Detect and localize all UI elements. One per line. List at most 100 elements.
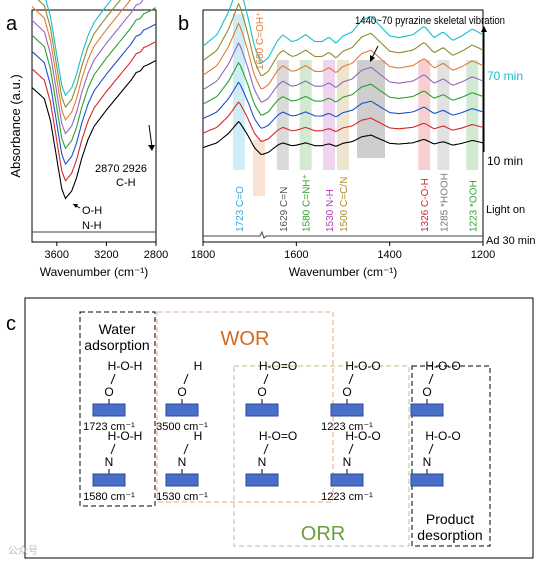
series-line-a-1 bbox=[31, 41, 157, 182]
molecule-caption: 1223 cm⁻¹ bbox=[321, 421, 373, 433]
molecule-m1: H-O-H O 1723 cm⁻¹ bbox=[83, 359, 142, 433]
peak-band-1440 bbox=[357, 60, 385, 158]
peak-labels: 1723 C=O 1680 C=OH⁺ 1629 C=N 1580 C=NH⁺ 1530… bbox=[235, 12, 505, 232]
bond bbox=[183, 443, 189, 455]
time-arrowhead bbox=[481, 26, 487, 32]
title-product: Product bbox=[426, 511, 474, 527]
molecule-atom: N bbox=[423, 455, 432, 469]
title-wor: WOR bbox=[221, 328, 270, 350]
bond bbox=[428, 373, 434, 385]
catalyst-block bbox=[330, 473, 364, 487]
title-adsorption: adsorption bbox=[84, 337, 149, 353]
molecule-atom: O bbox=[422, 385, 431, 399]
annotation-ch: C-H bbox=[116, 177, 136, 189]
molecule-m10: H-O-O N bbox=[410, 429, 461, 487]
peak-bands bbox=[232, 14, 479, 196]
series-line-b-4 bbox=[202, 41, 484, 103]
series-label-10min: 10 min bbox=[487, 154, 523, 168]
catalyst-block bbox=[92, 473, 126, 487]
molecule-m5: H-O=O O bbox=[245, 359, 297, 417]
box-water-adsorption bbox=[79, 311, 156, 507]
x-tick-label-b: 1400 bbox=[377, 249, 401, 261]
catalyst-block bbox=[410, 473, 444, 487]
molecule-m2: H-O-H N 1580 cm⁻¹ bbox=[83, 429, 142, 503]
x-tick-label-a: 3200 bbox=[94, 249, 118, 261]
series-label-ad30: Ad 30 min bbox=[486, 235, 536, 247]
molecule-m6: H-O=O N bbox=[245, 429, 297, 487]
peak-label-1223: 1223 *OOH bbox=[468, 180, 479, 232]
catalyst-block bbox=[165, 473, 199, 487]
molecule-atom: N bbox=[178, 455, 187, 469]
peak-band-1580 bbox=[299, 60, 312, 170]
series-line-a-2 bbox=[31, 23, 157, 166]
series-line-b-3 bbox=[202, 61, 484, 116]
peak-band-1223 bbox=[466, 60, 479, 170]
series-line-b-7 bbox=[202, 0, 484, 63]
catalyst-block bbox=[245, 473, 279, 487]
molecule-formula: H bbox=[194, 429, 203, 443]
arrow-ch bbox=[148, 124, 153, 148]
molecule-m3: HO 3500 cm⁻¹ bbox=[156, 359, 208, 433]
box-orr bbox=[233, 365, 410, 547]
x-ticks-b: 1800 1600 1400 1200 bbox=[191, 242, 495, 261]
catalyst-block bbox=[330, 403, 364, 417]
peak-band-1723 bbox=[232, 14, 245, 170]
molecule-formula: H-O-O bbox=[345, 359, 380, 373]
series-label-70min: 70 min bbox=[487, 69, 523, 83]
arrowhead-oh bbox=[73, 204, 78, 208]
molecule-atom: O bbox=[257, 385, 266, 399]
catalyst-block bbox=[245, 403, 279, 417]
series-line-b-5 bbox=[202, 22, 484, 90]
x-axis-label-a: Wavenumber (cm⁻¹) bbox=[40, 265, 149, 279]
bond bbox=[183, 373, 189, 385]
x-axis-label-b: Wavenumber (cm⁻¹) bbox=[289, 265, 398, 279]
molecule-m4: HN 1530 cm⁻¹ bbox=[156, 429, 208, 503]
bond bbox=[110, 373, 116, 385]
molecule-atom: N bbox=[258, 455, 267, 469]
molecule-caption: 1723 cm⁻¹ bbox=[83, 421, 135, 433]
series-line-b-0 bbox=[202, 120, 484, 155]
bond bbox=[263, 373, 269, 385]
peak-band-1530 bbox=[323, 60, 335, 170]
series-group-a bbox=[31, 0, 157, 233]
title-orr: ORR bbox=[301, 523, 345, 545]
x-tick-label-b: 1800 bbox=[191, 249, 215, 261]
pyrazine-arrowhead bbox=[370, 55, 375, 62]
molecule-m8: H-O-O N 1223 cm⁻¹ bbox=[321, 429, 381, 503]
annotation-oh: O-H bbox=[82, 205, 102, 217]
molecule-caption: 1530 cm⁻¹ bbox=[156, 491, 208, 503]
plot-frame-b bbox=[202, 9, 484, 243]
series-line-b-1 bbox=[202, 101, 484, 142]
molecule-atom: N bbox=[343, 455, 352, 469]
peak-band-1285 bbox=[437, 60, 450, 170]
molecule-formula: H-O=O bbox=[259, 359, 297, 373]
peak-label-1500: 1500 C=C/N bbox=[339, 177, 350, 232]
molecule-formula: H-O-H bbox=[108, 429, 143, 443]
x-tick-label-b: 1200 bbox=[471, 249, 495, 261]
x-ticks-a: 3600 3200 2800 bbox=[45, 242, 168, 261]
annotation-ch-numbers: 2870 2926 bbox=[95, 163, 147, 175]
series-group-b bbox=[202, 0, 484, 239]
molecule-atom: O bbox=[104, 385, 113, 399]
peak-label-1580: 1580 C=NH⁺ bbox=[302, 174, 313, 232]
peak-label-1440: 1440~70 pyrazine skeletal vibration bbox=[355, 15, 505, 27]
molecule-atom: N bbox=[105, 455, 114, 469]
molecule-formula: H-O-O bbox=[345, 429, 380, 443]
panel-label-a: a bbox=[6, 13, 18, 35]
x-tick-label-b: 1600 bbox=[284, 249, 308, 261]
series-label-light-on: Light on bbox=[486, 204, 525, 216]
peak-band-1629 bbox=[276, 60, 289, 170]
bond bbox=[348, 373, 354, 385]
molecule-caption: 3500 cm⁻¹ bbox=[156, 421, 208, 433]
x-tick-label-a: 3600 bbox=[45, 249, 69, 261]
series-line-a-4 bbox=[31, 0, 144, 135]
bond bbox=[348, 443, 354, 455]
bond bbox=[263, 443, 269, 455]
series-line-b-6 bbox=[202, 2, 484, 77]
x-tick-label-a: 2800 bbox=[144, 249, 168, 261]
series-line-b-2 bbox=[202, 81, 484, 129]
arrowhead-ch bbox=[148, 145, 155, 151]
